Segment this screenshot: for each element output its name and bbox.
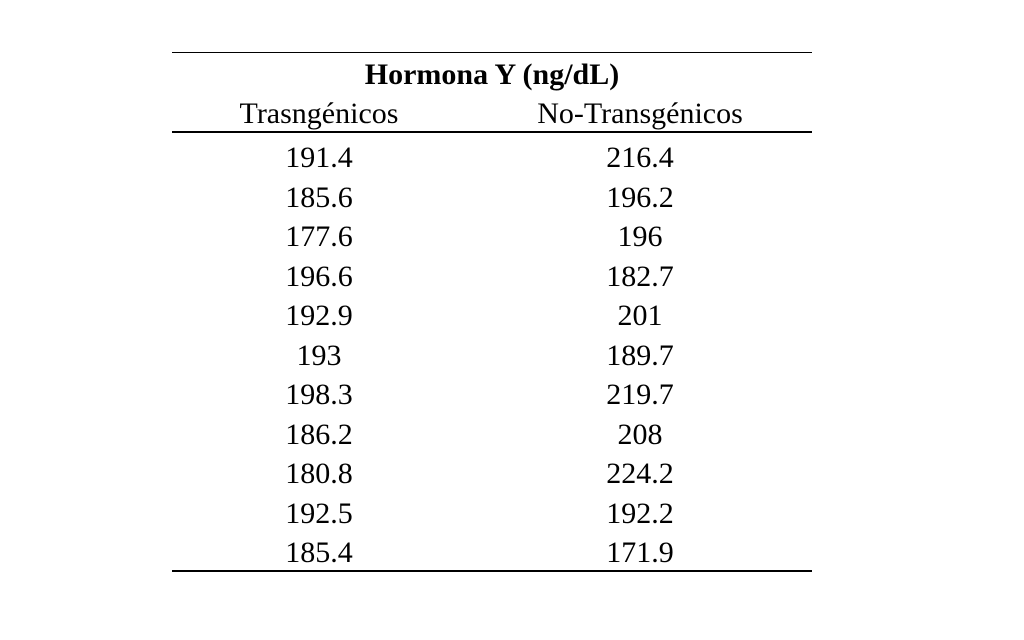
cell: 196 <box>617 220 663 253</box>
cell: 191.4 <box>285 141 353 174</box>
cell: 196.2 <box>606 180 674 214</box>
cell: 208 <box>617 417 663 451</box>
cell: 182.7 <box>606 259 674 293</box>
cell: 192.5 <box>285 496 353 530</box>
cell: 216.4 <box>606 141 674 174</box>
column-header: No-Transgénicos <box>537 97 743 130</box>
cell: 185.4 <box>285 536 353 569</box>
cell: 201 <box>617 299 663 332</box>
cell: 192.2 <box>606 496 674 530</box>
table-title: Hormona Y (ng/dL) <box>364 58 620 91</box>
cell: 177.6 <box>285 220 353 253</box>
cell: 198.3 <box>285 378 353 411</box>
cell: 186.2 <box>285 417 353 451</box>
cell: 224.2 <box>606 457 674 490</box>
bottom-rule <box>172 570 812 572</box>
cell: 192.9 <box>285 299 353 332</box>
cell: 189.7 <box>606 338 674 372</box>
cell: 180.8 <box>285 457 353 490</box>
column-header: Trasngénicos <box>239 97 399 130</box>
cell: 196.6 <box>285 259 353 293</box>
top-rule <box>172 52 812 53</box>
header-rule <box>172 131 812 133</box>
cell: 185.6 <box>285 180 353 214</box>
cell: 193 <box>296 338 342 372</box>
cell: 171.9 <box>606 536 674 569</box>
cell: 219.7 <box>606 378 674 411</box>
